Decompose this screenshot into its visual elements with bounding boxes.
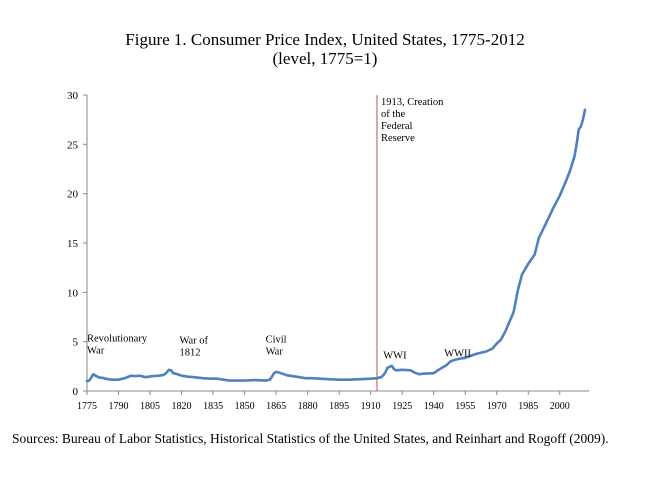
annotation-line: 1913, Creation bbox=[381, 97, 444, 108]
annotation-line: WWII bbox=[444, 348, 471, 359]
x-tick-label: 1775 bbox=[77, 401, 97, 412]
annotation-line: WWI bbox=[383, 350, 407, 361]
y-tick-label: 15 bbox=[67, 238, 79, 250]
annotation-line: Reserve bbox=[381, 133, 415, 144]
chart-annotation: War of 1812 bbox=[179, 336, 208, 359]
x-tick-label: 1985 bbox=[518, 401, 538, 412]
y-tick-label: 30 bbox=[67, 90, 79, 102]
chart-annotation: WWI bbox=[383, 350, 407, 361]
x-tick-label: 1925 bbox=[392, 401, 412, 412]
x-tick-label: 2000 bbox=[550, 401, 570, 412]
annotation-line: Revolutionary bbox=[87, 334, 148, 345]
source-note: Sources: Bureau of Labor Statistics, His… bbox=[12, 431, 609, 446]
chart-subtitle: (level, 1775=1) bbox=[272, 49, 378, 68]
x-tick-label: 1850 bbox=[235, 401, 255, 412]
x-tick-label: 1820 bbox=[172, 401, 192, 412]
x-tick-label: 1865 bbox=[266, 401, 286, 412]
chart-annotation: Civil War bbox=[266, 335, 287, 358]
annotation-line: Civil bbox=[266, 335, 287, 346]
chart-annotation: WWII bbox=[444, 348, 471, 359]
x-tick-label: 1880 bbox=[298, 401, 318, 412]
chart-annotation: Revolutionary War bbox=[87, 334, 148, 357]
x-tick-label: 1970 bbox=[487, 401, 507, 412]
annotation-line: Federal bbox=[381, 121, 413, 132]
chart-title: Figure 1. Consumer Price Index, United S… bbox=[125, 30, 525, 49]
x-tick-label: 1805 bbox=[140, 401, 160, 412]
y-tick-label: 10 bbox=[67, 287, 79, 299]
x-tick-label: 1910 bbox=[361, 401, 381, 412]
y-tick-label: 0 bbox=[73, 386, 79, 398]
x-tick-label: 1895 bbox=[329, 401, 349, 412]
x-tick-label: 1790 bbox=[109, 401, 129, 412]
y-tick-label: 25 bbox=[67, 139, 79, 151]
annotation-line: 1812 bbox=[179, 348, 200, 359]
annotation-line: War bbox=[87, 346, 105, 357]
chart-title-block: Figure 1. Consumer Price Index, United S… bbox=[0, 30, 650, 68]
x-tick-label: 1835 bbox=[203, 401, 223, 412]
annotation-line: War bbox=[266, 347, 284, 358]
chart-annotation: 1913, Creation of the Federal Reserve bbox=[381, 97, 444, 144]
y-tick-label: 5 bbox=[73, 337, 79, 349]
cpi-series-line bbox=[85, 108, 587, 383]
annotation-line: War of bbox=[179, 336, 208, 347]
x-tick-label: 1940 bbox=[424, 401, 444, 412]
annotation-line: of the bbox=[381, 109, 406, 120]
y-tick-label: 20 bbox=[67, 189, 79, 201]
x-tick-label: 1955 bbox=[455, 401, 475, 412]
